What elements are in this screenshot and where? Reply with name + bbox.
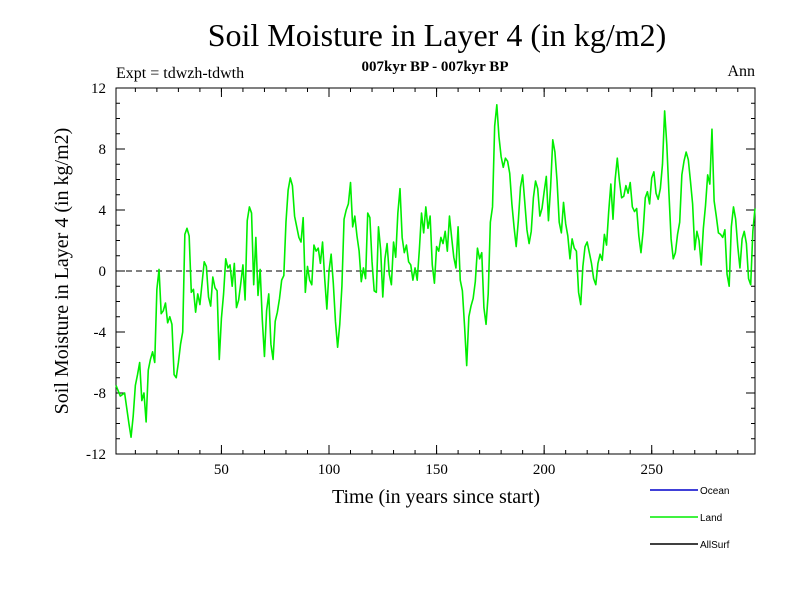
- x-tick-label: 100: [318, 462, 341, 478]
- legend-label-land: Land: [700, 513, 722, 524]
- y-tick-label: -4: [94, 325, 107, 341]
- y-tick-label: 12: [91, 81, 106, 97]
- series-line-land: [115, 103, 756, 439]
- legend: Ocean Land AllSurf: [650, 486, 730, 551]
- y-axis-label: Soil Moisture in Layer 4 (in kg/m2): [51, 128, 73, 415]
- y-tick-label: 8: [99, 142, 107, 158]
- y-tick-label: 0: [99, 264, 107, 280]
- expt-label: Expt = tdwzh-tdwth: [116, 65, 244, 82]
- x-tick-label: 250: [640, 462, 663, 478]
- chart-subtitle: 007kyr BP - 007kyr BP: [362, 59, 509, 75]
- x-tick-label: 150: [425, 462, 448, 478]
- season-label: Ann: [727, 63, 755, 80]
- legend-label-allsurf: AllSurf: [700, 540, 730, 551]
- x-tick-label: 200: [533, 462, 556, 478]
- legend-label-ocean: Ocean: [700, 486, 729, 497]
- y-tick-label: 4: [99, 203, 107, 219]
- plot-area: 50 100 150 200 250 -12 -8 -4 0 4 8 12: [86, 81, 756, 478]
- y-tick-label: -8: [94, 386, 107, 402]
- y-tick-label: -12: [86, 447, 106, 463]
- x-tick-label: 50: [214, 462, 229, 478]
- chart-title: Soil Moisture in Layer 4 (in kg/m2): [208, 17, 667, 53]
- x-axis-label: Time (in years since start): [332, 486, 540, 508]
